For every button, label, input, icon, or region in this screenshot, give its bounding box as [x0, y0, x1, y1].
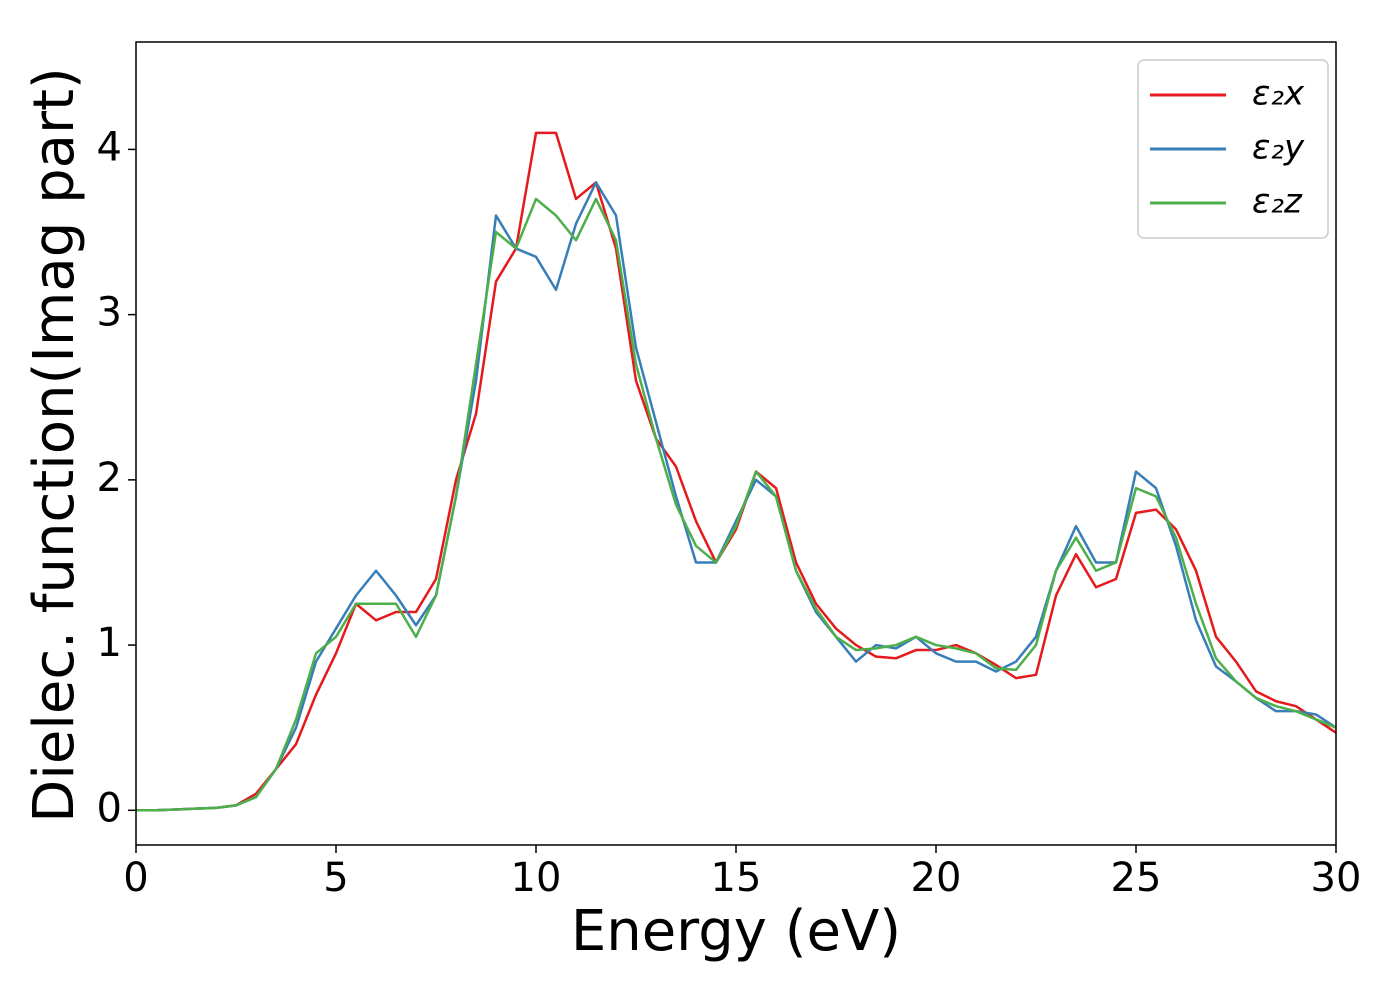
series-line — [136, 181, 1337, 812]
series-line — [136, 197, 1337, 812]
y-axis-label: Dielec. function(Imag part) — [22, 67, 87, 823]
x-axis-label: Energy (eV) — [571, 899, 901, 964]
y-tick-label: 2 — [97, 455, 122, 501]
x-tick-label: 20 — [911, 855, 962, 901]
y-tick-label: 3 — [97, 290, 122, 336]
y-tick-label: 4 — [97, 124, 122, 170]
legend-label: ε₂z — [1252, 182, 1303, 222]
x-tick-label: 25 — [1111, 855, 1162, 901]
x-tick-label: 15 — [711, 855, 762, 901]
plot-frame — [135, 41, 1337, 846]
legend-label: ε₂x — [1252, 74, 1305, 114]
x-tick-label: 5 — [323, 855, 348, 901]
x-tick-label: 0 — [123, 855, 148, 901]
x-tick-label: 30 — [1311, 855, 1362, 901]
legend-label: ε₂y — [1252, 128, 1305, 168]
legend-box — [1137, 59, 1329, 239]
y-tick-label: 1 — [97, 620, 122, 666]
series-line — [136, 131, 1337, 812]
x-tick-label: 10 — [511, 855, 562, 901]
y-tick-label: 0 — [97, 785, 122, 831]
